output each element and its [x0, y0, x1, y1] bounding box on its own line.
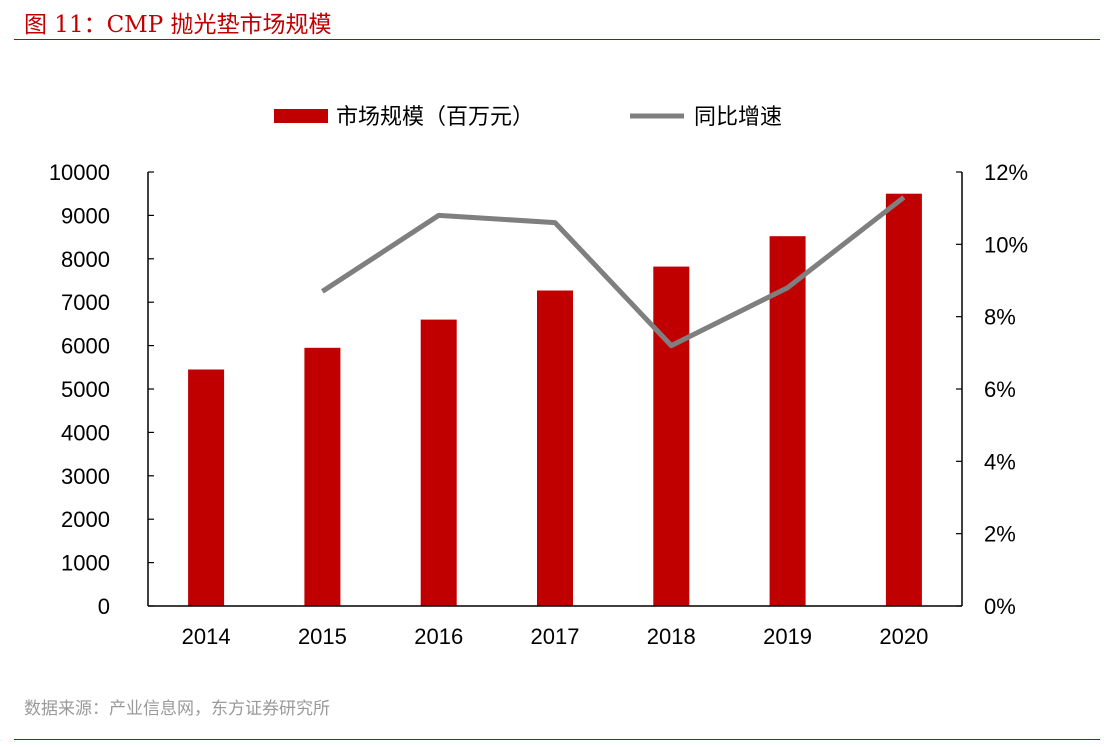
- y-right-tick-label: 6%: [984, 377, 1016, 402]
- bar-2019: [769, 236, 806, 606]
- y-right-tick-label: 0%: [984, 594, 1016, 619]
- legend-label-bar: 市场规模（百万元）: [336, 105, 534, 130]
- y-left-tick-label: 7000: [61, 290, 110, 315]
- bar-2017: [537, 290, 573, 606]
- x-tick-label: 2020: [879, 624, 928, 649]
- x-tick-label: 2017: [531, 624, 580, 649]
- bar-2016: [420, 319, 457, 606]
- y-left-tick-label: 10000: [49, 160, 110, 185]
- bar-2015: [304, 347, 341, 606]
- y-left-tick-label: 4000: [61, 420, 110, 445]
- y-right-tick-label: 4%: [984, 449, 1016, 474]
- y-left-tick-label: 9000: [61, 203, 110, 228]
- y-left-tick-label: 6000: [61, 334, 110, 359]
- y-left-tick-label: 2000: [61, 507, 110, 532]
- x-tick-label: 2016: [414, 624, 463, 649]
- y-right-tick-label: 12%: [984, 160, 1028, 185]
- x-tick-label: 2019: [763, 624, 812, 649]
- source-note: 数据来源：产业信息网，东方证券研究所: [24, 699, 330, 719]
- y-left-tick-label: 8000: [61, 247, 110, 272]
- bottom-rule: [14, 739, 1100, 740]
- y-left-tick-label: 0: [98, 594, 110, 619]
- x-tick-label: 2015: [298, 624, 347, 649]
- y-left-tick-label: 3000: [61, 464, 110, 489]
- x-tick-label: 2018: [647, 624, 696, 649]
- y-right-tick-label: 2%: [984, 522, 1016, 547]
- legend-label-line: 同比增速: [694, 105, 782, 130]
- y-left-tick-label: 1000: [61, 551, 110, 576]
- x-tick-label: 2014: [182, 624, 231, 649]
- y-right-tick-label: 10%: [984, 232, 1028, 257]
- growth-rate-line: [321, 195, 906, 349]
- y-right-tick-label: 8%: [984, 305, 1016, 330]
- y-left-tick-label: 5000: [61, 377, 110, 402]
- title-rule: [14, 39, 1100, 40]
- bar-2020: [885, 193, 922, 606]
- figure-title: 图 11：CMP 抛光垫市场规模: [24, 12, 332, 38]
- legend-swatch-bar: [274, 109, 328, 123]
- bar-2014: [188, 369, 225, 606]
- bar-2018: [653, 266, 690, 606]
